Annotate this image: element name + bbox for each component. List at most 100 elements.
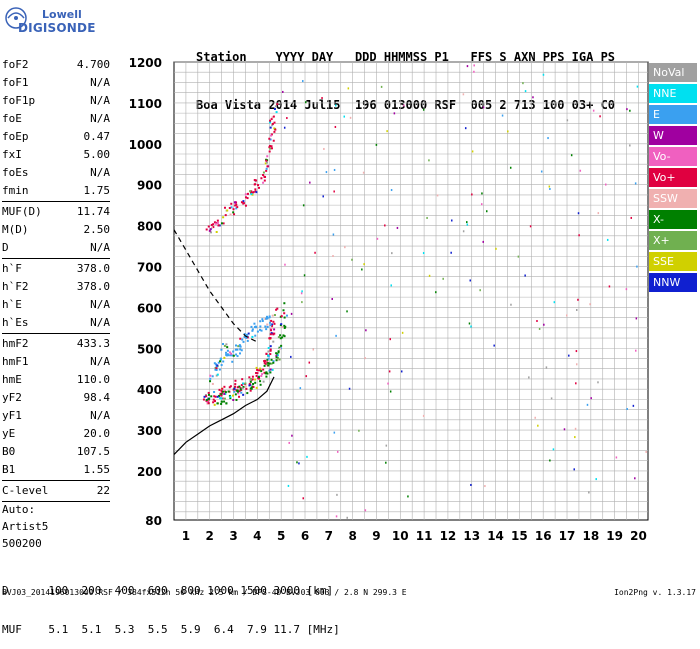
echo-point: [271, 116, 274, 119]
noise-point: [493, 344, 495, 347]
y-tick-label: 1200: [129, 56, 162, 70]
echo-point: [285, 314, 288, 317]
noise-point: [566, 314, 568, 317]
noise-point: [630, 216, 633, 219]
legend-item-e: E: [649, 105, 697, 124]
echo-point: [263, 175, 266, 178]
echo-point: [209, 377, 212, 380]
echo-point: [232, 350, 235, 353]
echo-point: [220, 364, 223, 367]
echo-point: [267, 347, 270, 350]
echo-point: [256, 372, 259, 375]
legend-item-noval: NoVal: [649, 63, 697, 82]
echo-point: [227, 390, 230, 393]
noise-point: [626, 108, 628, 111]
echo-point: [251, 329, 254, 332]
param-value: 1.75: [83, 184, 111, 197]
noise-point: [387, 382, 389, 385]
param-label: hmF2: [2, 337, 29, 350]
noise-point: [575, 350, 578, 353]
noise-point: [625, 288, 628, 291]
param-separator: [2, 480, 110, 481]
footer-d-row: D 100 200 400 600 800 1000 1500 3000 [km…: [2, 584, 334, 597]
noise-point: [309, 181, 311, 184]
noise-point: [287, 484, 290, 487]
echo-point: [260, 370, 263, 373]
echo-point: [210, 231, 213, 234]
echo-point: [222, 216, 225, 219]
echo-point: [273, 127, 276, 130]
noise-point: [364, 357, 366, 360]
echo-point: [264, 362, 267, 365]
echo-point: [281, 325, 284, 328]
noise-point: [346, 516, 348, 519]
echo-point: [253, 322, 256, 325]
echo-point: [221, 387, 224, 390]
param-row-yf1: yF1 N/A: [2, 407, 110, 425]
noise-point: [390, 189, 393, 192]
noise-point: [482, 240, 484, 243]
echo-point: [218, 368, 221, 371]
echo-point: [249, 190, 252, 193]
echo-point: [266, 358, 269, 361]
echo-point: [239, 345, 242, 348]
echo-point: [216, 402, 219, 405]
echo-point: [238, 390, 241, 393]
noise-point: [549, 459, 551, 462]
echo-point: [246, 192, 249, 195]
echo-point: [262, 171, 265, 174]
param-value: 433.3: [76, 337, 110, 350]
param-row-ye: yE 20.0: [2, 425, 110, 443]
echo-point: [266, 155, 269, 158]
x-tick-label: 20: [630, 529, 647, 543]
echo-point: [270, 145, 273, 148]
echo-point: [224, 391, 227, 394]
echo-point: [232, 354, 235, 357]
noise-point: [332, 233, 335, 236]
echo-point: [223, 392, 226, 395]
noise-point: [347, 87, 350, 90]
noise-point: [615, 456, 618, 459]
echo-point: [268, 146, 271, 149]
echo-point: [229, 385, 232, 388]
echo-point: [220, 348, 223, 351]
echo-point: [246, 336, 249, 339]
echo-point: [254, 378, 257, 381]
echo-point: [223, 344, 226, 347]
noise-point: [321, 97, 323, 100]
echo-point: [270, 117, 273, 120]
noise-point: [349, 116, 352, 119]
echo-point: [222, 360, 225, 363]
noise-point: [375, 143, 378, 146]
y-tick-label: 300: [137, 424, 162, 438]
noise-point: [482, 106, 485, 109]
echo-point: [236, 348, 239, 351]
echo-point: [232, 398, 235, 401]
echo-point: [247, 332, 250, 335]
echo-point: [245, 336, 248, 339]
echo-point: [213, 400, 216, 403]
noise-point: [422, 252, 425, 255]
noise-point: [636, 265, 638, 268]
echo-point: [264, 162, 267, 165]
param-value: 20.0: [83, 427, 111, 440]
echo-point: [215, 231, 218, 234]
echo-point: [256, 369, 259, 372]
param-value: N/A: [90, 76, 110, 89]
echo-point: [212, 401, 215, 404]
echo-point: [224, 393, 227, 396]
echo-point: [277, 351, 280, 354]
y-tick-label: 600: [137, 301, 162, 315]
echo-point: [269, 324, 272, 327]
echo-point: [232, 394, 235, 397]
echo-point: [270, 134, 273, 137]
noise-point: [296, 461, 298, 464]
echo-point: [265, 315, 268, 318]
x-tick-label: 16: [535, 529, 552, 543]
param-label: fmin: [2, 184, 29, 197]
noise-point: [396, 226, 399, 229]
echo-point: [251, 191, 254, 194]
echo-point: [279, 334, 282, 337]
echo-point: [272, 361, 275, 364]
echo-point: [265, 328, 268, 331]
